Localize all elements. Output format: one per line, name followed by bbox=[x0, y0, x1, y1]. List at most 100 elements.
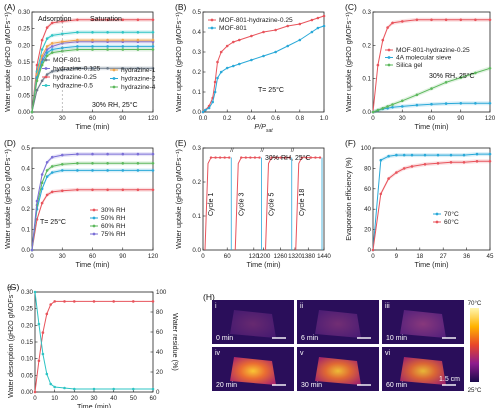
data-point bbox=[244, 156, 248, 159]
data-point bbox=[228, 156, 231, 159]
y-tick-label: 0.2 bbox=[192, 179, 201, 186]
data-point bbox=[249, 156, 252, 159]
data-point bbox=[449, 161, 453, 164]
legend-marker bbox=[44, 58, 48, 62]
y2-tick-label: 40 bbox=[156, 349, 163, 356]
data-point bbox=[436, 162, 440, 165]
data-point bbox=[310, 30, 314, 34]
panel-letter: (C) bbox=[345, 2, 357, 12]
data-point bbox=[151, 18, 155, 22]
data-point bbox=[283, 156, 287, 159]
series-line-hydrazine-1 bbox=[31, 39, 153, 113]
data-point bbox=[402, 167, 406, 170]
y2-tick-label: 100 bbox=[156, 289, 167, 296]
y2-tick-label: 80 bbox=[156, 309, 163, 316]
data-point bbox=[92, 387, 96, 391]
data-point bbox=[50, 171, 54, 174]
y-axis-label: Water uptake (gH2O gMOFs⁻¹) bbox=[3, 12, 12, 112]
data-point bbox=[106, 169, 109, 172]
data-point bbox=[219, 50, 223, 54]
data-point bbox=[488, 160, 492, 163]
legend-item: Silica gel bbox=[396, 62, 423, 69]
y2-tick-label: 20 bbox=[156, 369, 163, 376]
plot-frame bbox=[202, 147, 325, 251]
data-point bbox=[50, 70, 54, 73]
data-point bbox=[444, 81, 448, 84]
data-point bbox=[218, 156, 222, 159]
data-point bbox=[395, 153, 398, 157]
panel-letter: (E) bbox=[175, 138, 187, 148]
data-point bbox=[391, 103, 394, 106]
legend-item: hydrazine-0.5 bbox=[53, 83, 93, 90]
y-tick-label: 0.2 bbox=[192, 69, 201, 76]
data-point bbox=[209, 156, 213, 159]
data-point bbox=[371, 110, 375, 114]
y-tick-label: 0.0 bbox=[362, 109, 371, 116]
data-point bbox=[250, 58, 253, 62]
y-axis-label: Evaporation efficiency (%) bbox=[344, 157, 353, 240]
data-point bbox=[288, 156, 291, 159]
data-point bbox=[401, 99, 404, 103]
panel-letter: (H) bbox=[203, 292, 215, 302]
data-point bbox=[376, 108, 380, 112]
x-tick-label: 0.6 bbox=[271, 115, 280, 122]
sample-plate bbox=[400, 310, 446, 338]
legend-marker bbox=[92, 232, 96, 236]
y-tick-label: 0.0 bbox=[21, 247, 30, 254]
data-point bbox=[136, 67, 140, 70]
data-point bbox=[40, 187, 44, 191]
y-tick-label: 0 bbox=[368, 247, 372, 254]
data-point bbox=[40, 79, 44, 83]
data-point bbox=[151, 38, 155, 42]
series-line-70°C bbox=[372, 153, 490, 251]
panel-f: (F) 0 20 40 60 80 100 0 9 18 27 36 45 Time (min) Evapo… bbox=[344, 138, 494, 269]
data-point bbox=[106, 67, 109, 70]
series-line-60°C bbox=[372, 160, 490, 251]
data-point bbox=[462, 161, 466, 164]
series-line-50% RH bbox=[31, 169, 153, 251]
data-point bbox=[305, 156, 308, 159]
x-tick-label: 45 bbox=[487, 253, 494, 260]
data-point bbox=[91, 152, 94, 156]
legend-item: 60°C bbox=[444, 218, 459, 226]
legend-marker bbox=[210, 18, 214, 22]
legend-marker bbox=[387, 63, 391, 67]
y-tick-label: 0.2 bbox=[362, 42, 371, 49]
legend-item: 50% RH bbox=[101, 215, 126, 222]
annotation-adsorption: Adsorption bbox=[38, 16, 72, 23]
data-point bbox=[462, 153, 466, 157]
time-label: 20 min bbox=[216, 382, 237, 389]
y-axis-label: Water desorption (gH2O gMOFs⁻¹) bbox=[6, 286, 15, 398]
data-point bbox=[45, 161, 49, 164]
data-point bbox=[402, 153, 406, 157]
x-tick-label: 90 bbox=[119, 115, 126, 122]
time-label: 6 min bbox=[301, 335, 318, 342]
legend-item: 4A molecular sieve bbox=[396, 55, 452, 62]
x-tick-label: 0.2 bbox=[223, 115, 232, 122]
data-point bbox=[415, 93, 419, 97]
data-point bbox=[76, 38, 79, 42]
y-tick-label: 0.1 bbox=[192, 89, 201, 96]
data-point bbox=[387, 177, 390, 180]
y-tick-label: 0.1 bbox=[21, 227, 30, 234]
data-point bbox=[316, 16, 320, 20]
data-point bbox=[274, 156, 278, 159]
y-tick-label: 0.25 bbox=[21, 306, 34, 313]
data-point bbox=[132, 387, 135, 391]
sample-plate bbox=[230, 357, 276, 385]
thermal-image: vi 60 min bbox=[382, 347, 464, 391]
data-point bbox=[40, 201, 44, 205]
x-tick-label: 1200 bbox=[257, 253, 271, 260]
data-point bbox=[45, 193, 49, 197]
series-band bbox=[373, 152, 490, 252]
y-tick-label: 0.1 bbox=[362, 76, 371, 83]
data-point bbox=[45, 51, 49, 54]
x-tick-label: 1.0 bbox=[320, 115, 329, 122]
annotation-temperature: T= 25°C bbox=[40, 218, 66, 226]
data-point bbox=[49, 382, 52, 386]
series-line-75% RH bbox=[31, 153, 153, 251]
plot-frame bbox=[202, 11, 325, 113]
data-point bbox=[121, 31, 125, 34]
data-point bbox=[76, 48, 79, 51]
axis-break: // bbox=[230, 147, 234, 154]
